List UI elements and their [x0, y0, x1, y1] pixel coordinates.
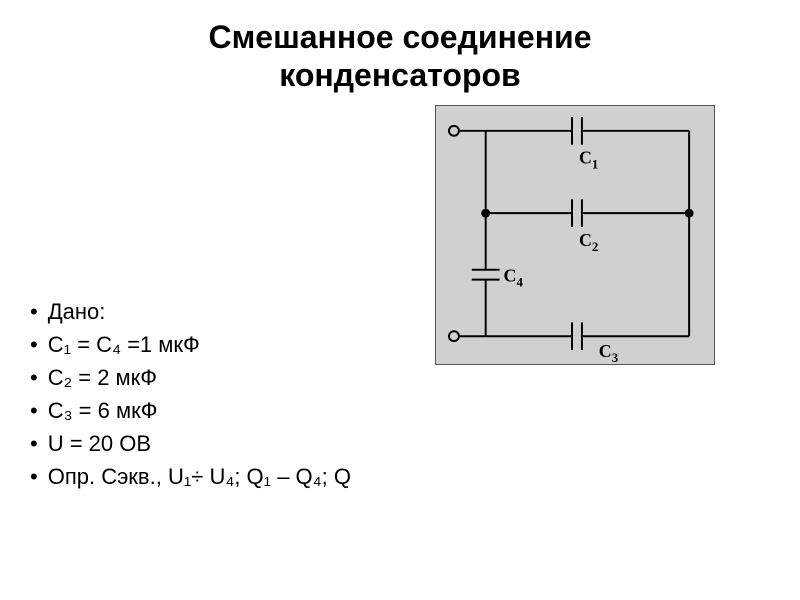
title-line-2: конденсаторов [279, 57, 520, 93]
label-c2: C2 [579, 230, 598, 254]
page-title: Смешанное соединение конденсаторов [0, 0, 800, 95]
given-list: • Дано: • С₁ = С₄ =1 мкФ • С₂ = 2 мкФ • … [30, 295, 351, 493]
given-line-5: • Опр. Cэкв., U₁÷ U₄; Q₁ – Q₄; Q [30, 460, 351, 493]
given-dano: • Дано: [30, 295, 351, 328]
title-line-1: Смешанное соединение [209, 19, 592, 55]
given-line-1: • С₁ = С₄ =1 мкФ [30, 328, 351, 361]
circuit-diagram: C1 C2 C3 C4 [435, 105, 715, 365]
given-line-2-text: С₂ = 2 мкФ [48, 361, 157, 394]
given-line-4: • U = 20 OB [30, 427, 351, 460]
label-c1: C1 [579, 147, 598, 171]
given-line-2: • С₂ = 2 мкФ [30, 361, 351, 394]
given-line-3: • С₃ = 6 мкФ [30, 394, 351, 427]
given-line-1-text: С₁ = С₄ =1 мкФ [48, 328, 200, 361]
terminal-top-icon [449, 126, 459, 136]
terminal-bottom-icon [449, 331, 459, 341]
label-c4: C4 [504, 265, 524, 289]
circuit-svg: C1 C2 C3 C4 [436, 106, 714, 364]
bullet-icon: • [30, 361, 38, 394]
given-line-3-text: С₃ = 6 мкФ [48, 394, 158, 427]
bullet-icon: • [30, 295, 38, 328]
node-icon [685, 208, 694, 217]
given-line-4-text: U = 20 OB [48, 427, 151, 460]
bullet-icon: • [30, 427, 38, 460]
node-icon [481, 208, 490, 217]
given-line-5-text: Опр. Cэкв., U₁÷ U₄; Q₁ – Q₄; Q [48, 460, 351, 493]
bullet-icon: • [30, 328, 38, 361]
content-area: • Дано: • С₁ = С₄ =1 мкФ • С₂ = 2 мкФ • … [0, 95, 800, 575]
label-c3: C3 [599, 341, 618, 364]
bullet-icon: • [30, 394, 38, 427]
bullet-icon: • [30, 460, 38, 493]
given-dano-text: Дано: [48, 295, 106, 328]
